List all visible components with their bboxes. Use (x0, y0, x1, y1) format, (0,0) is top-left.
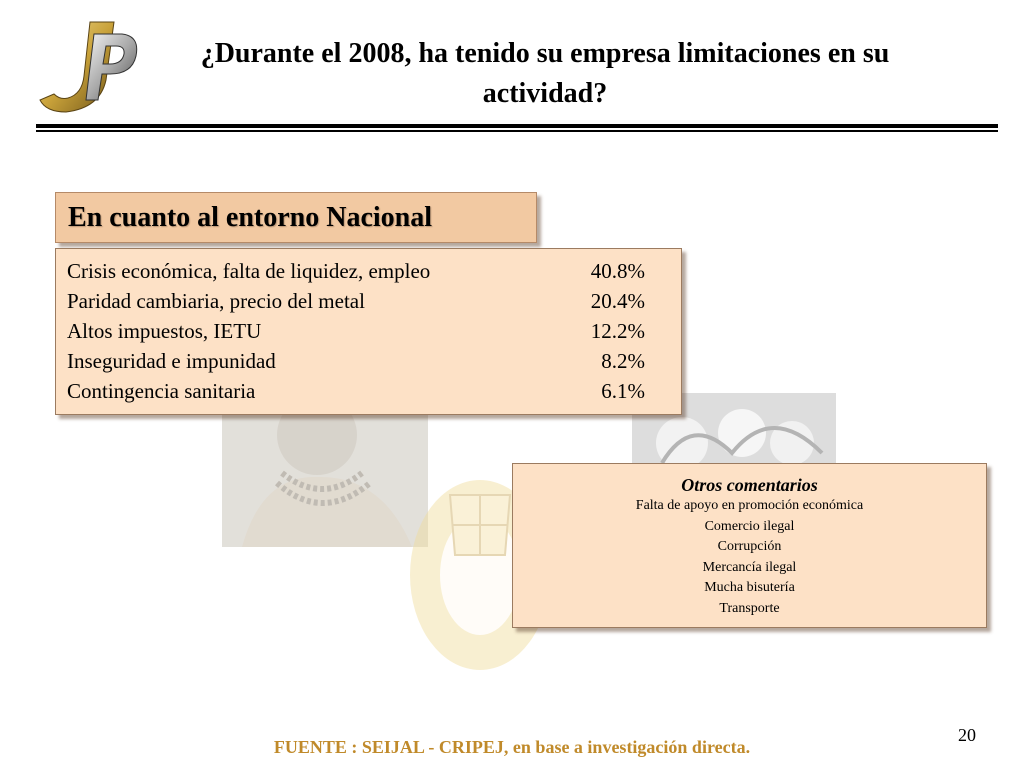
row-label: Paridad cambiaria, precio del metal (67, 289, 365, 313)
row-value: 20.4% (590, 289, 645, 313)
source-footer: FUENTE : SEIJAL - CRIPEJ, en base a inve… (273, 737, 751, 757)
comment-item: Falta de apoyo en promoción económica (635, 498, 864, 513)
row-label: Altos impuestos, IETU (67, 319, 262, 343)
other-comments-box: Otros comentarios Falta de apoyo en prom… (512, 463, 987, 628)
comment-item: Mercancía ilegal (702, 559, 797, 575)
row-label: Contingencia sanitaria (67, 379, 256, 403)
title-rule-thin (36, 130, 998, 132)
row-label: Crisis económica, falta de liquidez, emp… (67, 259, 431, 283)
background-photo-woman (222, 395, 428, 547)
title-rule (36, 124, 998, 128)
comment-item: Corrupción (717, 539, 782, 554)
table-row: Paridad cambiaria, precio del metal 20.4… (67, 289, 645, 319)
row-value: 6.1% (601, 379, 645, 403)
row-value: 8.2% (601, 349, 645, 373)
limitations-table: Crisis económica, falta de liquidez, emp… (55, 248, 682, 415)
section-header: En cuanto al entorno Nacional (55, 192, 537, 243)
table-row: Contingencia sanitaria 6.1% (67, 379, 645, 409)
company-logo (36, 16, 140, 118)
row-value: 40.8% (590, 259, 645, 283)
comments-title: Otros comentarios (681, 475, 818, 495)
comment-item: Comercio ilegal (704, 518, 795, 534)
table-row: Altos impuestos, IETU 12.2% (67, 319, 645, 349)
section-header-label: En cuanto al entorno Nacional (68, 202, 433, 233)
table-row: Crisis económica, falta de liquidez, emp… (67, 259, 645, 289)
table-row: Inseguridad e impunidad 8.2% (67, 349, 645, 379)
comment-item: Mucha bisutería (704, 580, 795, 595)
background-photo-art (632, 393, 836, 469)
comment-item: Transporte (719, 600, 780, 616)
page-number: 20 (958, 725, 976, 745)
slide-title: ¿Durante el 2008, ha tenido su empresa l… (200, 38, 890, 109)
row-value: 12.2% (590, 319, 645, 343)
row-label: Inseguridad e impunidad (67, 349, 276, 373)
